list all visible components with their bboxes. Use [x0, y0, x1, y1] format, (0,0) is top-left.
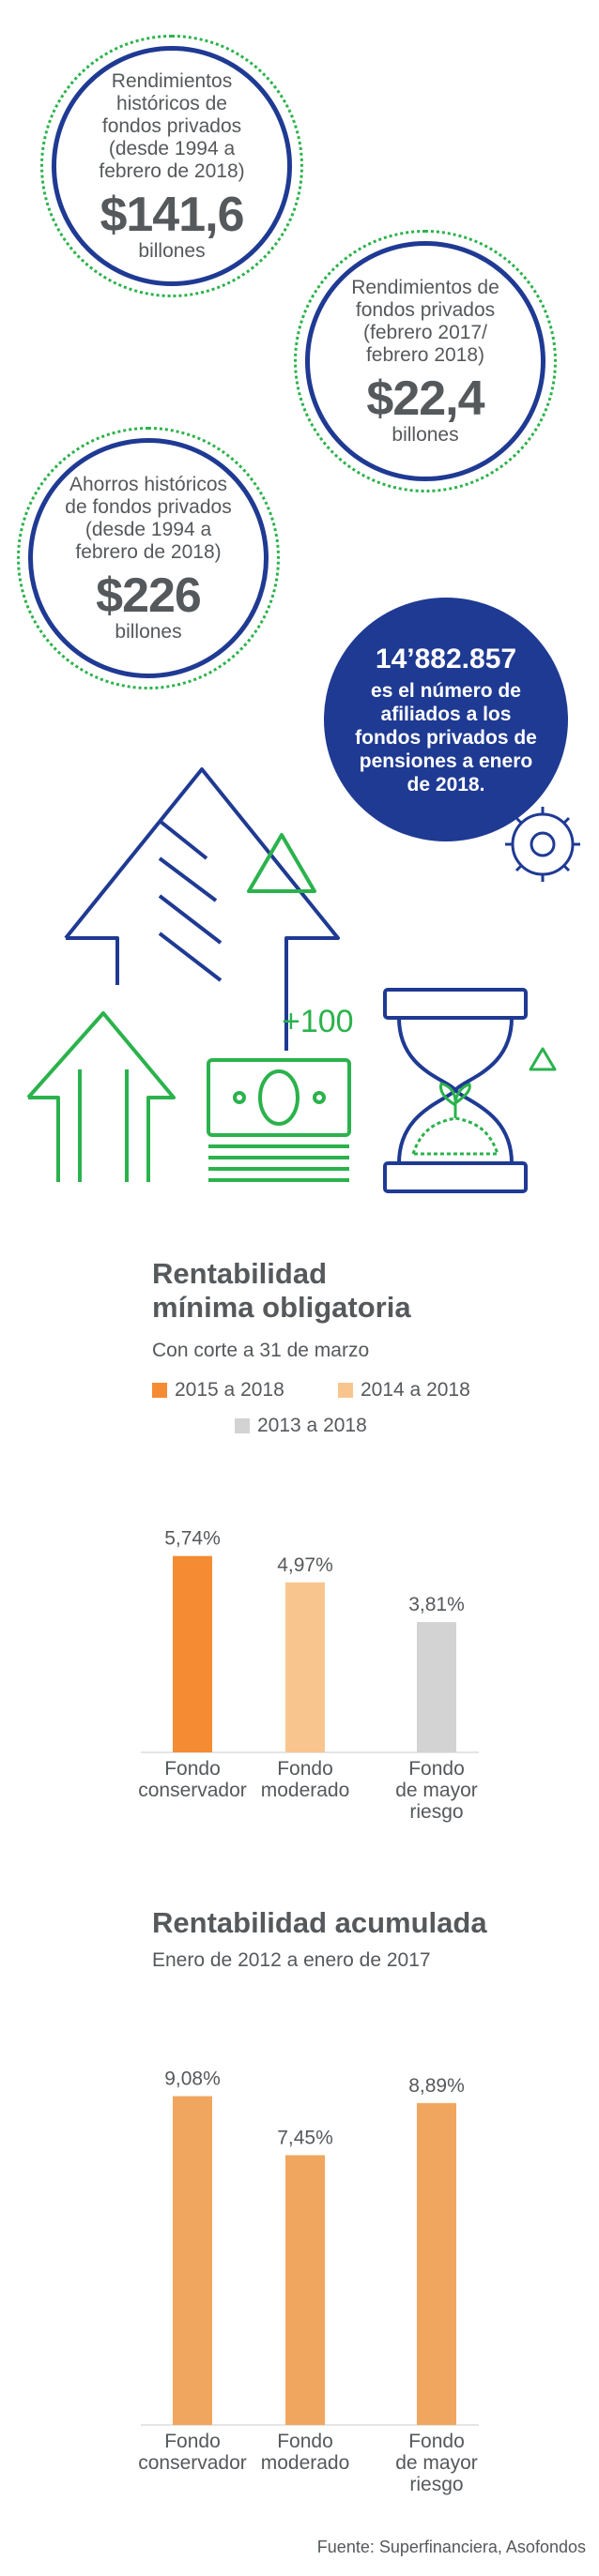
legend-item-2015: 2015 a 2018: [152, 1379, 284, 1402]
bubble-value: $226: [96, 568, 202, 623]
bubble-historical-returns: Rendimientos históricos de fondos privad…: [52, 46, 292, 286]
category-label: Fondo conservador: [138, 2431, 247, 2474]
legend-label: 2013 a 2018: [257, 1415, 367, 1436]
bubble-text: Rendimientos históricos de fondos privad…: [99, 70, 245, 182]
bar: [417, 1622, 456, 1752]
hourglass-icon: [383, 988, 528, 1193]
plus-label: +100: [282, 1004, 354, 1039]
bubble-value: $22,4: [366, 371, 484, 426]
bubble-annual-returns: Rendimientos de fondos privados (febrero…: [305, 241, 545, 481]
bubble-historical-savings: Ahorros históricos de fondos privados (d…: [28, 438, 269, 678]
chart2-title: Rentabilidad acumulada: [152, 1906, 487, 1939]
legend-label: 2014 a 2018: [361, 1379, 470, 1401]
chart-minimum-return: 5,74% Fondo conservador 4,97% Fondo moderado 3…: [138, 1528, 479, 1823]
category-label: Fondo conservador: [138, 1758, 247, 1801]
legend-label: 2015 a 2018: [175, 1379, 284, 1401]
bubble-unit: billones: [138, 240, 206, 262]
bubble-value: $141,6: [100, 188, 244, 242]
legend-swatch: [235, 1418, 250, 1433]
source-note: Fuente: Superfinanciera, Asofondos: [316, 2538, 586, 2556]
affiliates-stat-circle: 14’882.857 es el número de afiliados a l…: [324, 598, 568, 841]
legend-item-2014: 2014 a 2018: [338, 1379, 470, 1402]
triangle-icon: [247, 833, 316, 893]
gear-icon: [505, 807, 580, 882]
money-bill-icon: [207, 1058, 351, 1182]
category-label: Fondo de mayor riesgo: [395, 2431, 478, 2495]
legend-swatch: [152, 1383, 167, 1398]
data-label: 7,45%: [277, 2127, 333, 2148]
chart-cumulative-return: 9,08% Fondo conservador 7,45% Fondo moderado 8…: [138, 2068, 479, 2495]
affiliates-text: es el número de afiliados a los fondos p…: [355, 679, 537, 796]
bar: [173, 1555, 212, 1752]
data-label: 3,81%: [408, 1594, 465, 1615]
data-label: 4,97%: [277, 1554, 333, 1576]
bubble-unit: billones: [392, 424, 459, 446]
hourglass-sprout: [439, 1082, 471, 1118]
category-label: Fondo moderado: [261, 2431, 350, 2474]
bubble-text: Rendimientos de fondos privados (febrero…: [351, 277, 499, 366]
legend-item-2013: 2013 a 2018: [235, 1415, 367, 1437]
category-label: Fondo de mayor riesgo: [395, 1758, 478, 1823]
bar: [417, 2102, 456, 2425]
arrow-up-icon: [64, 767, 340, 1051]
illustration: +100: [26, 767, 580, 1193]
bar: [285, 2155, 325, 2425]
bubble-ring-2: [294, 230, 557, 492]
bubble-text: Ahorros históricos de fondos privados (d…: [65, 474, 232, 563]
bubble-ring-3: [17, 427, 280, 689]
bar: [285, 1582, 325, 1752]
bar: [173, 2096, 212, 2425]
bubble-ring-1: [40, 35, 303, 297]
category-label: Fondo moderado: [261, 1758, 350, 1801]
data-label: 8,89%: [408, 2075, 465, 2097]
affiliates-number: 14’882.857: [375, 643, 517, 674]
chart2-subtitle: Enero de 2012 a enero de 2017: [152, 1949, 431, 1971]
legend-swatch: [338, 1383, 353, 1398]
bubble-unit: billones: [115, 621, 182, 643]
chart1-subtitle: Con corte a 31 de marzo: [152, 1340, 370, 1361]
data-label: 5,74%: [164, 1528, 221, 1550]
chart1-title: Rentabilidad mínima obligatoria: [152, 1257, 411, 1324]
hourglass-sand: [410, 1116, 500, 1156]
data-label: 9,08%: [164, 2068, 221, 2090]
small-arrow-icon: [26, 1011, 176, 1182]
small-triangle-icon: [529, 1047, 557, 1071]
